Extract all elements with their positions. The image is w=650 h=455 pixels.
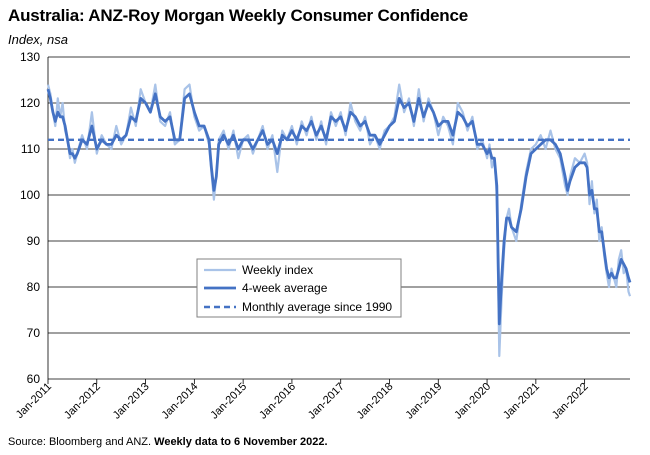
source-bold-text: Weekly data to 6 November 2022. <box>154 436 328 448</box>
legend-label-weekly-index: Weekly index <box>242 263 313 277</box>
y-tick-label: 90 <box>27 234 41 248</box>
y-tick-label: 130 <box>20 50 40 64</box>
chart-title: Australia: ANZ-Roy Morgan Weekly Consume… <box>8 6 469 25</box>
x-tick-label: Jan-2018 <box>355 381 396 422</box>
x-axis-ticks: Jan-2011 Jan-2012 Jan-2013 Jan-2014 Jan-2015… <box>14 379 591 422</box>
legend-label-4-week-average: 4-week average <box>242 281 328 295</box>
source-note: Source: Bloomberg and ANZ. Weekly data t… <box>8 436 328 448</box>
source-text: Source: Bloomberg and ANZ. <box>8 436 155 448</box>
y-tick-label: 60 <box>27 372 41 386</box>
y-axis-ticks: 60 70 80 90 100 110 120 130 <box>20 50 40 386</box>
y-tick-label: 70 <box>27 326 41 340</box>
x-tick-label: Jan-2014 <box>160 381 201 422</box>
x-tick-label: Jan-2021 <box>501 381 542 422</box>
x-tick-label: Jan-2017 <box>306 381 347 422</box>
x-tick-label: Jan-2013 <box>111 381 152 422</box>
x-tick-label: Jan-2012 <box>62 381 103 422</box>
y-tick-label: 100 <box>20 188 40 202</box>
x-tick-label: Jan-2022 <box>550 381 591 422</box>
x-tick-label: Jan-2019 <box>403 381 444 422</box>
grid-lines <box>47 56 630 380</box>
y-axis-unit-label: Index, nsa <box>8 32 68 47</box>
x-tick-label: Jan-2015 <box>208 381 249 422</box>
x-tick-label: Jan-2011 <box>14 381 54 421</box>
y-tick-label: 120 <box>20 96 40 110</box>
x-tick-label: Jan-2016 <box>257 381 298 422</box>
series-weekly-index <box>46 83 632 358</box>
y-tick-label: 110 <box>21 142 40 156</box>
legend: Weekly index 4-week average Monthly aver… <box>196 258 402 318</box>
y-tick-label: 80 <box>27 280 41 294</box>
legend-label-monthly-average: Monthly average since 1990 <box>242 300 392 314</box>
series-lines <box>46 83 632 358</box>
x-tick-label: Jan-2020 <box>452 381 493 422</box>
series-4-week-average <box>46 88 632 326</box>
